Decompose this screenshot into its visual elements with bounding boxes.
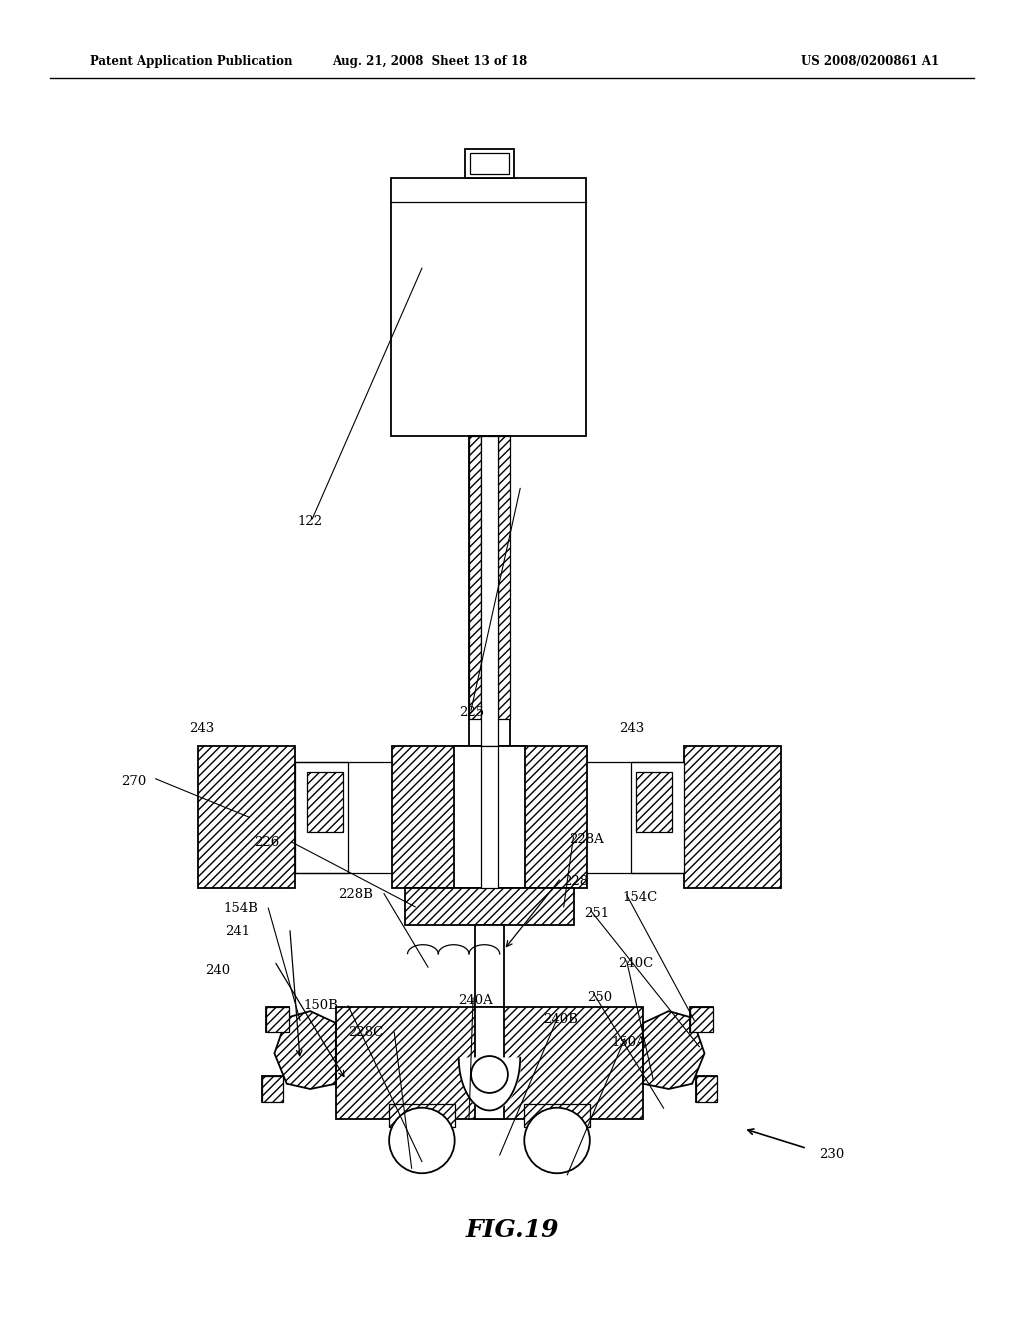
Bar — [266, 1007, 289, 1032]
Bar — [295, 762, 348, 873]
Text: 228: 228 — [563, 875, 589, 888]
Text: 122: 122 — [297, 515, 323, 528]
Bar — [696, 1076, 717, 1102]
Text: US 2008/0200861 A1: US 2008/0200861 A1 — [801, 55, 939, 69]
Text: 154C: 154C — [623, 891, 657, 904]
Bar — [469, 436, 510, 746]
Bar — [690, 1007, 713, 1032]
Text: 251: 251 — [584, 907, 609, 920]
Text: 150A: 150A — [611, 1036, 646, 1049]
Bar — [389, 1104, 455, 1127]
Bar — [498, 436, 510, 719]
Circle shape — [524, 1107, 590, 1173]
Text: 225: 225 — [459, 706, 484, 719]
Bar — [262, 1076, 283, 1102]
Bar — [684, 746, 781, 888]
Bar — [336, 1007, 643, 1119]
Bar — [636, 772, 672, 832]
Text: 228A: 228A — [569, 833, 604, 846]
Bar — [690, 1007, 713, 1032]
Bar — [475, 925, 504, 1007]
Polygon shape — [643, 1011, 705, 1089]
Bar — [475, 1007, 504, 1119]
Bar — [198, 746, 295, 888]
Text: 226: 226 — [254, 836, 280, 849]
Text: 240: 240 — [205, 964, 230, 977]
Text: 150B: 150B — [303, 999, 338, 1012]
Bar — [524, 1104, 590, 1127]
Text: Patent Application Publication: Patent Application Publication — [90, 55, 293, 69]
Bar — [266, 1007, 289, 1032]
Text: FIG.19: FIG.19 — [465, 1218, 559, 1242]
Text: 240B: 240B — [543, 1012, 578, 1026]
Text: 250: 250 — [587, 991, 612, 1005]
Bar — [391, 178, 586, 436]
Text: 228C: 228C — [348, 1026, 383, 1039]
Bar — [481, 436, 498, 746]
Bar — [631, 762, 684, 873]
Bar — [470, 153, 509, 174]
Text: Aug. 21, 2008  Sheet 13 of 18: Aug. 21, 2008 Sheet 13 of 18 — [333, 55, 527, 69]
Bar — [454, 746, 525, 888]
Text: 240A: 240A — [458, 994, 493, 1007]
Text: 241: 241 — [225, 925, 251, 939]
Bar — [404, 888, 573, 925]
Text: 228B: 228B — [338, 888, 373, 902]
Text: 270: 270 — [121, 775, 146, 788]
Polygon shape — [274, 1011, 336, 1089]
Text: 240C: 240C — [618, 957, 653, 970]
Circle shape — [389, 1107, 455, 1173]
Bar — [307, 772, 343, 832]
Bar — [262, 1076, 283, 1102]
Bar — [392, 746, 587, 888]
Text: 243: 243 — [620, 722, 645, 735]
Circle shape — [471, 1056, 508, 1093]
Text: 154B: 154B — [223, 902, 258, 915]
Bar — [481, 746, 498, 888]
Bar — [696, 1076, 717, 1102]
Text: 243: 243 — [189, 722, 215, 735]
Bar — [469, 436, 481, 719]
Text: 230: 230 — [819, 1148, 845, 1162]
Bar — [465, 149, 514, 178]
